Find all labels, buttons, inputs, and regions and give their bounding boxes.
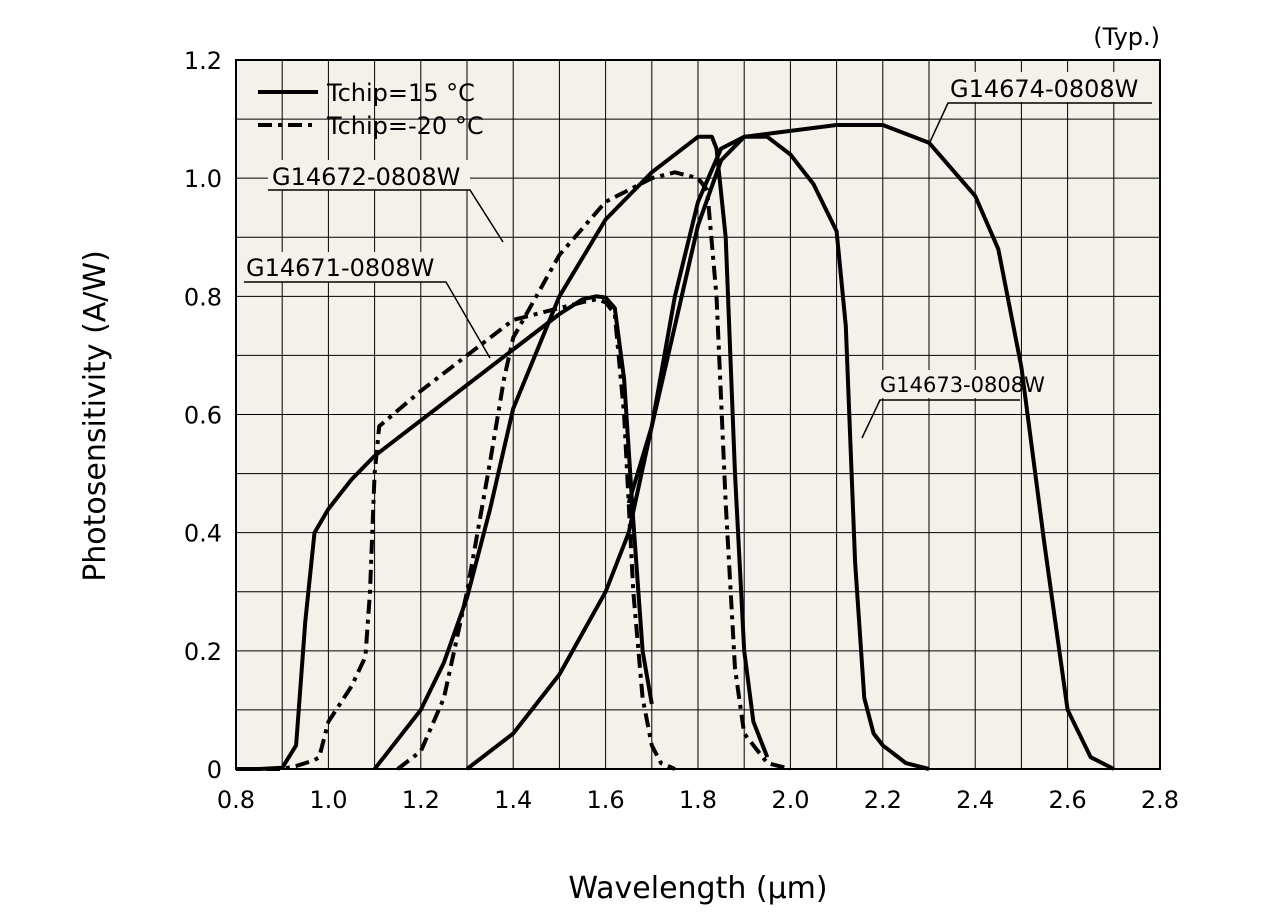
x-tick-label: 1.8	[679, 786, 717, 814]
annotation-g14671: G14671-0808W	[244, 252, 491, 359]
leader-line	[244, 281, 491, 359]
annotation-bg	[948, 72, 1152, 102]
legend-label-minus20c: Tchip=-20 °C	[326, 112, 484, 140]
y-tick-label: 0	[207, 756, 222, 784]
x-tick-label: 2.6	[1049, 786, 1087, 814]
leader-line	[861, 399, 1020, 439]
y-tick-label: 0.6	[184, 402, 222, 430]
typical-note: (Typ.)	[1093, 23, 1160, 51]
x-tick-label: 0.8	[217, 786, 255, 814]
annotation-g14673: G14673-0808W	[861, 370, 1045, 439]
x-tick-label: 1.2	[402, 786, 440, 814]
series-line-g14671-0808w-15c	[236, 294, 654, 771]
series-line-g14674-0808w-15c	[626, 123, 1115, 771]
annotation-g14672: G14672-0808W	[268, 160, 504, 243]
plot-frame	[235, 59, 1161, 770]
curves	[236, 123, 1115, 771]
legend-label-15c: Tchip=15 °C	[326, 79, 475, 107]
x-tick-labels: 0.8 1.0 1.2 1.4 1.6 1.8 2.0 2.2 2.4 2.6 2.8	[217, 786, 1179, 814]
annotation-g14674: G14674-0808W	[929, 72, 1152, 143]
leader-line	[929, 102, 1152, 143]
y-axis-title: Photosensitivity (A/W)	[78, 250, 113, 582]
y-tick-labels: 0 0.2 0.4 0.6 0.8 1.0 1.2	[184, 47, 222, 784]
y-tick-label: 0.8	[184, 283, 222, 311]
y-tick-label: 1.2	[184, 47, 222, 75]
series-line-g14672-0808w-minus20c	[396, 170, 791, 771]
annotation-label: G14674-0808W	[950, 75, 1138, 103]
x-tick-label: 2.4	[956, 786, 994, 814]
legend: Tchip=15 °C Tchip=-20 °C	[258, 79, 484, 140]
x-tick-label: 1.0	[309, 786, 347, 814]
x-tick-label: 2.2	[864, 786, 902, 814]
y-tick-label: 0.2	[184, 638, 222, 666]
x-tick-label: 1.4	[494, 786, 532, 814]
x-tick-label: 2.8	[1141, 786, 1179, 814]
y-tick-label: 1.0	[184, 165, 222, 193]
x-tick-label: 2.0	[771, 786, 809, 814]
annotation-bg	[268, 160, 470, 190]
leader-line	[268, 189, 504, 243]
x-tick-label: 1.6	[587, 786, 625, 814]
series-line-g14671-0808w-minus20c	[236, 297, 676, 771]
annotation-label: G14673-0808W	[880, 373, 1045, 397]
x-axis-title: Wavelength (µm)	[568, 871, 827, 906]
y-tick-label: 0.4	[184, 520, 222, 548]
annotation-bg	[878, 370, 1020, 398]
series-line-g14673-0808w-15c	[465, 134, 930, 771]
annotation-bg	[244, 252, 446, 282]
annotation-label: G14671-0808W	[246, 254, 434, 282]
series-line-g14672-0808w-15c	[373, 134, 770, 771]
annotation-label: G14672-0808W	[272, 163, 460, 191]
